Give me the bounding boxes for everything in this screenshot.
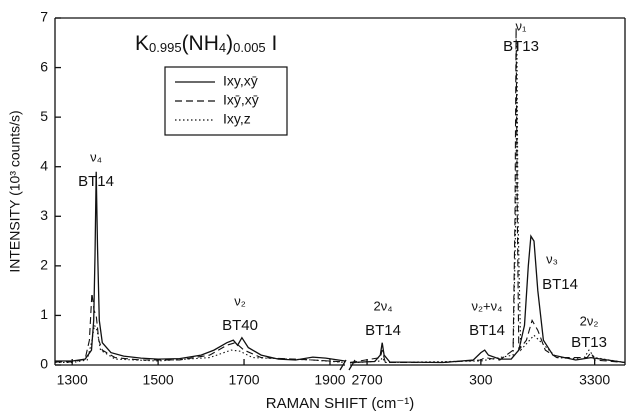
y-tick-label: 5: [40, 108, 48, 124]
y-tick-label: 7: [40, 9, 48, 25]
peak-label: BT13: [571, 334, 607, 351]
peak-label: BT14: [365, 322, 401, 339]
x-tick-label: 3300: [579, 372, 610, 388]
title-part: I: [266, 32, 278, 55]
x-tick-label: 2700: [351, 372, 382, 388]
peak-label: ν₁: [516, 18, 528, 33]
spectrum-line: [55, 293, 346, 363]
peak-label: ν₃: [546, 251, 558, 266]
y-tick-label: 3: [40, 207, 48, 223]
y-tick-label: 0: [40, 356, 48, 372]
title-part: 0.995: [149, 40, 182, 55]
legend-label: Ixy,xȳ: [223, 73, 258, 89]
spectrum-line: [349, 42, 626, 364]
title-part: K: [135, 32, 149, 55]
spectrum-line: [55, 171, 346, 362]
title-part: 0.005: [233, 40, 266, 55]
peak-label: ν₂: [234, 293, 246, 308]
x-tick-label: 1300: [57, 372, 88, 388]
spectrum-line: [349, 234, 626, 364]
x-tick-label: 1700: [228, 372, 259, 388]
title-part: 4: [219, 40, 226, 55]
peak-label: BT40: [222, 317, 258, 334]
legend-label: Ixȳ,xȳ: [223, 92, 259, 108]
y-tick-label: 6: [40, 58, 48, 74]
y-tick-label: 2: [40, 257, 48, 273]
peak-label: BT14: [78, 173, 114, 190]
x-tick-label: 1500: [143, 372, 174, 388]
peak-label: BT14: [469, 322, 505, 339]
y-tick-label: 4: [40, 157, 48, 173]
title-part: (NH: [182, 32, 219, 55]
title-part: ): [226, 32, 233, 55]
chart-title: K0.995(NH4)0.005 I: [135, 32, 277, 56]
x-tick-label: 300: [469, 372, 493, 388]
peak-label: ν₂+ν₄: [472, 298, 503, 313]
x-tick-label: 1900: [314, 372, 345, 388]
y-tick-label: 1: [40, 306, 48, 322]
peak-label: BT13: [503, 38, 539, 55]
legend-label: Ixy,z: [223, 111, 251, 127]
peak-label: BT14: [542, 276, 578, 293]
peak-label: 2ν₄: [373, 298, 392, 313]
peak-label: ν₄: [90, 149, 102, 164]
legend-box: [164, 66, 288, 136]
peak-label: 2ν₂: [580, 313, 599, 328]
y-axis-label: INTENSITY (10³ counts/s): [7, 110, 23, 272]
x-axis-label: RAMAN SHIFT (cm⁻¹): [266, 395, 414, 412]
